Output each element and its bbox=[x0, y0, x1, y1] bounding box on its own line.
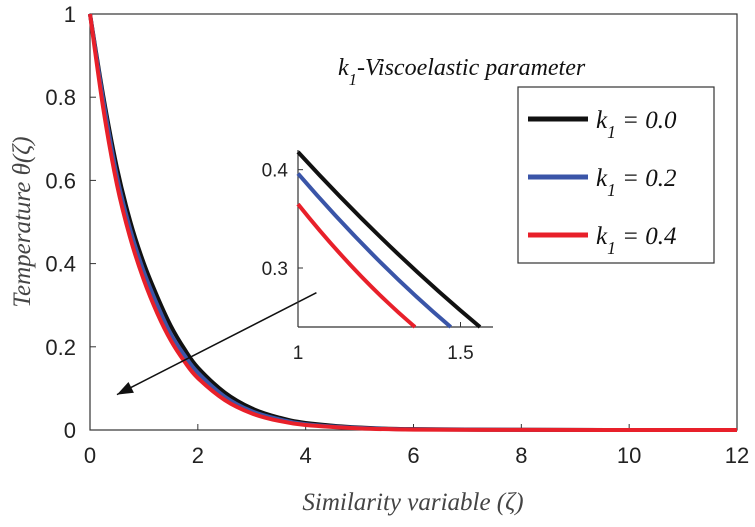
legend-label-1: k1 = 0.2 bbox=[596, 165, 676, 200]
parameter-annotation: k1-Viscoelastic parameter bbox=[338, 55, 586, 89]
x-tick-label: 4 bbox=[300, 443, 312, 468]
inset-series-line-1 bbox=[296, 172, 453, 329]
series-line-2 bbox=[88, 13, 738, 432]
y-tick-label: 0 bbox=[64, 418, 76, 443]
y-tick-label: 0.2 bbox=[45, 335, 76, 360]
inset-x-tick-label: 1.5 bbox=[447, 343, 473, 364]
legend-label-2: k1 = 0.4 bbox=[596, 223, 676, 258]
y-tick-label: 0.8 bbox=[45, 85, 76, 110]
x-tick-label: 10 bbox=[617, 443, 641, 468]
x-tick-label: 0 bbox=[84, 443, 96, 468]
y-axis-label: Temperature θ(ζ) bbox=[9, 136, 36, 307]
legend: k1 = 0.0 k1 = 0.2 k1 = 0.4 bbox=[517, 86, 715, 264]
y-tick-label: 1 bbox=[64, 2, 76, 27]
y-tick-label: 0.4 bbox=[45, 252, 76, 277]
main-plot: 0 2 4 6 8 10 12 0 0.2 0.4 0.6 0.8 1 bbox=[45, 2, 749, 468]
trend-arrow-line bbox=[116, 292, 317, 396]
inset-y-tick-label: 0.3 bbox=[262, 259, 288, 280]
x-tick-label: 12 bbox=[725, 443, 749, 468]
x-axis-label: Similarity variable (ζ) bbox=[302, 489, 523, 516]
inset-series-line-2 bbox=[296, 202, 417, 329]
y-tick-label: 0.6 bbox=[45, 168, 76, 193]
x-tick-label: 2 bbox=[192, 443, 204, 468]
trend-arrow-head bbox=[116, 382, 134, 395]
inset-y-tick-label: 0.4 bbox=[262, 161, 289, 182]
x-tick-label: 6 bbox=[407, 443, 419, 468]
inset-plot: 1 1.5 0.3 0.4 bbox=[262, 150, 493, 364]
legend-label-0: k1 = 0.0 bbox=[596, 107, 677, 142]
inset-series-line-0 bbox=[296, 150, 482, 329]
inset-x-tick-label: 1 bbox=[293, 343, 304, 364]
x-tick-label: 8 bbox=[515, 443, 527, 468]
